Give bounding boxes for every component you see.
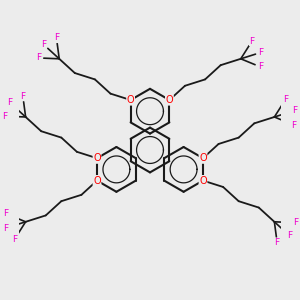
Text: O: O	[199, 176, 207, 186]
Text: F: F	[293, 218, 298, 227]
Text: F: F	[2, 112, 7, 121]
Text: F: F	[36, 53, 41, 62]
Text: O: O	[199, 153, 207, 163]
Text: O: O	[93, 153, 101, 163]
Text: O: O	[127, 95, 134, 105]
Text: F: F	[258, 48, 263, 57]
Text: F: F	[3, 224, 8, 233]
Text: F: F	[20, 92, 26, 100]
Text: F: F	[4, 209, 9, 218]
Text: F: F	[292, 106, 297, 115]
Text: F: F	[41, 40, 46, 49]
Text: O: O	[93, 176, 101, 186]
Text: F: F	[287, 232, 292, 241]
Text: F: F	[291, 121, 296, 130]
Text: F: F	[8, 98, 13, 107]
Text: F: F	[283, 95, 288, 104]
Text: F: F	[54, 33, 59, 42]
Text: F: F	[258, 62, 263, 71]
Text: F: F	[274, 238, 280, 247]
Text: O: O	[166, 95, 173, 105]
Text: F: F	[12, 235, 17, 244]
Text: F: F	[250, 37, 255, 46]
